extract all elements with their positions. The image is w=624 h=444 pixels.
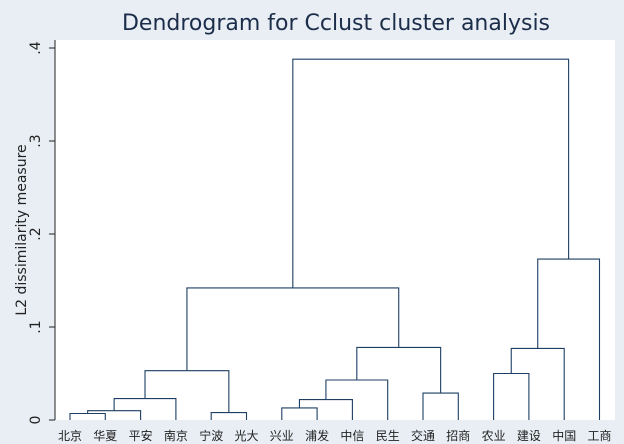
- leaf-label: 工商: [587, 428, 611, 443]
- leaf-label: 宁波: [199, 428, 223, 443]
- leaf-label: 中信: [340, 428, 364, 443]
- leaf-label: 民生: [376, 429, 400, 443]
- leaf-label: 农业: [482, 429, 506, 443]
- leaf-label: 华夏: [93, 429, 117, 443]
- leaf-label: 建设: [517, 429, 541, 443]
- leaf-label: 招商: [446, 428, 470, 443]
- plot-area: [55, 40, 615, 420]
- y-tick-label: .1: [28, 320, 44, 333]
- chart-title: Dendrogram for Cclust cluster analysis: [122, 11, 550, 36]
- y-tick-label: 0: [28, 416, 44, 425]
- leaf-label: 交通: [411, 428, 435, 443]
- y-axis-label: L2 dissimilarity measure: [14, 144, 30, 315]
- dendrogram-link: [292, 58, 570, 288]
- y-tick-label: .2: [28, 227, 44, 240]
- leaf-label: 兴业: [270, 429, 294, 443]
- y-tick-label: .4: [28, 41, 44, 54]
- leaf-label: 中国: [552, 428, 576, 443]
- y-tick-label: .3: [28, 134, 44, 147]
- leaf-label: 光大: [234, 429, 258, 443]
- leaf-label: 南京: [164, 428, 188, 443]
- leaf-label: 北京: [58, 429, 82, 443]
- leaf-label: 平安: [129, 428, 153, 443]
- leaf-label: 浦发: [305, 428, 329, 443]
